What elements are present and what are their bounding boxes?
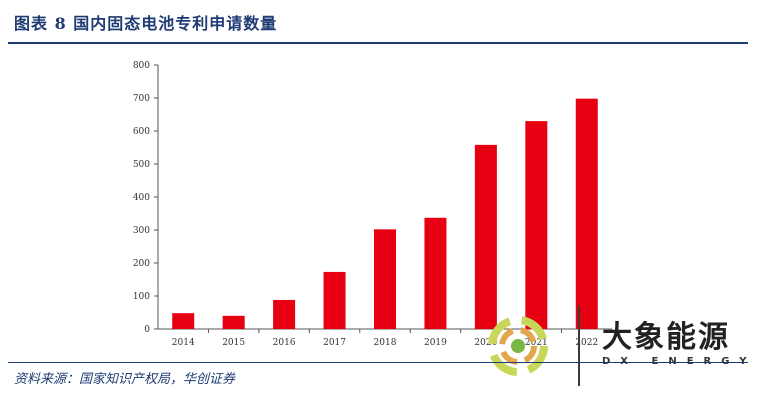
- y-tick-label: 200: [133, 259, 150, 269]
- y-tick-label: 300: [133, 226, 150, 236]
- y-tick-label: 100: [133, 292, 150, 302]
- x-tick-label: 2022: [575, 338, 598, 348]
- x-tick-label: 2019: [424, 338, 447, 348]
- x-tick-label: 2021: [525, 338, 548, 348]
- x-tick-label: 2018: [374, 338, 397, 348]
- bar: [474, 144, 497, 329]
- y-tick-label: 800: [133, 61, 150, 71]
- bar: [222, 315, 245, 329]
- y-tick-label: 700: [133, 94, 150, 104]
- figure-title: 图表 8 国内固态电池专利申请数量: [14, 14, 278, 33]
- x-tick-label: 2020: [474, 338, 497, 348]
- source-rule: [8, 362, 748, 363]
- y-tick-label: 600: [133, 127, 150, 137]
- watermark-name: 大象能源: [602, 320, 730, 355]
- x-tick-label: 2016: [273, 338, 296, 348]
- watermark-sub: DX ENERGY: [602, 356, 756, 367]
- title-rule: [8, 42, 748, 44]
- x-tick-label: 2014: [172, 338, 195, 348]
- watermark-separator: [578, 306, 580, 386]
- y-tick-label: 400: [133, 193, 150, 203]
- bar: [525, 121, 548, 329]
- bar: [172, 313, 195, 329]
- y-tick-label: 0: [144, 325, 150, 335]
- bar: [323, 271, 346, 329]
- bar: [424, 217, 447, 329]
- source-note: 资料来源：国家知识产权局，华创证券: [14, 372, 236, 387]
- x-tick-label: 2015: [222, 338, 245, 348]
- bar: [273, 299, 296, 329]
- bar: [374, 229, 396, 329]
- bar: [575, 98, 598, 329]
- x-tick-label: 2017: [323, 338, 346, 348]
- watermark-logo-icon: [482, 310, 554, 386]
- y-tick-label: 500: [133, 160, 150, 170]
